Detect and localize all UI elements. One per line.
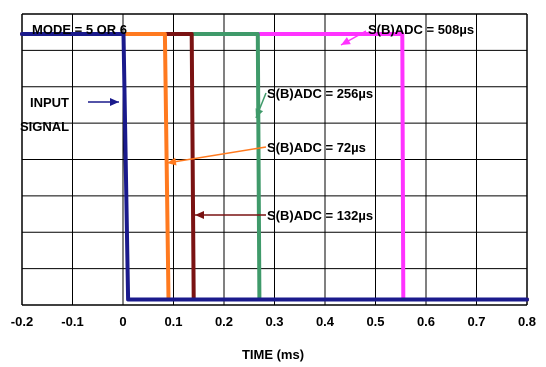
x-tick-label: -0.1: [61, 314, 83, 329]
s72-arrow: [167, 147, 266, 163]
s132-arrow-head: [195, 211, 204, 219]
input-signal-label-line2: SIGNAL: [20, 119, 69, 134]
mode-label: MODE = 5 OR 6: [32, 22, 127, 37]
x-tick-label: 0.1: [164, 314, 182, 329]
x-tick-label: -0.2: [11, 314, 33, 329]
grid: [22, 14, 527, 305]
x-tick-label: 0: [119, 314, 126, 329]
x-tick-label: 0.4: [316, 314, 335, 329]
input-signal-arrow-head: [110, 98, 119, 106]
s256-label: S(B)ADC = 256µs: [267, 86, 373, 101]
s72-label: S(B)ADC = 72µs: [267, 140, 366, 155]
x-tick-label: 0.6: [417, 314, 435, 329]
x-tick-label: 0.8: [518, 314, 536, 329]
x-tick-label: 0.3: [265, 314, 283, 329]
s132-label: S(B)ADC = 132µs: [267, 208, 373, 223]
x-tick-label: 0.7: [467, 314, 485, 329]
input-signal-label-line1: INPUT: [30, 95, 69, 110]
x-axis-title: TIME (ms): [242, 347, 304, 362]
s508-label: S(B)ADC = 508µs: [368, 22, 474, 37]
x-tick-label: 0.2: [215, 314, 233, 329]
x-tick-labels: -0.2 -0.1 0 0.1 0.2 0.3 0.4 0.5 0.6 0.7 0.8: [11, 314, 536, 329]
x-tick-label: 0.5: [366, 314, 384, 329]
arrows: [88, 31, 366, 219]
